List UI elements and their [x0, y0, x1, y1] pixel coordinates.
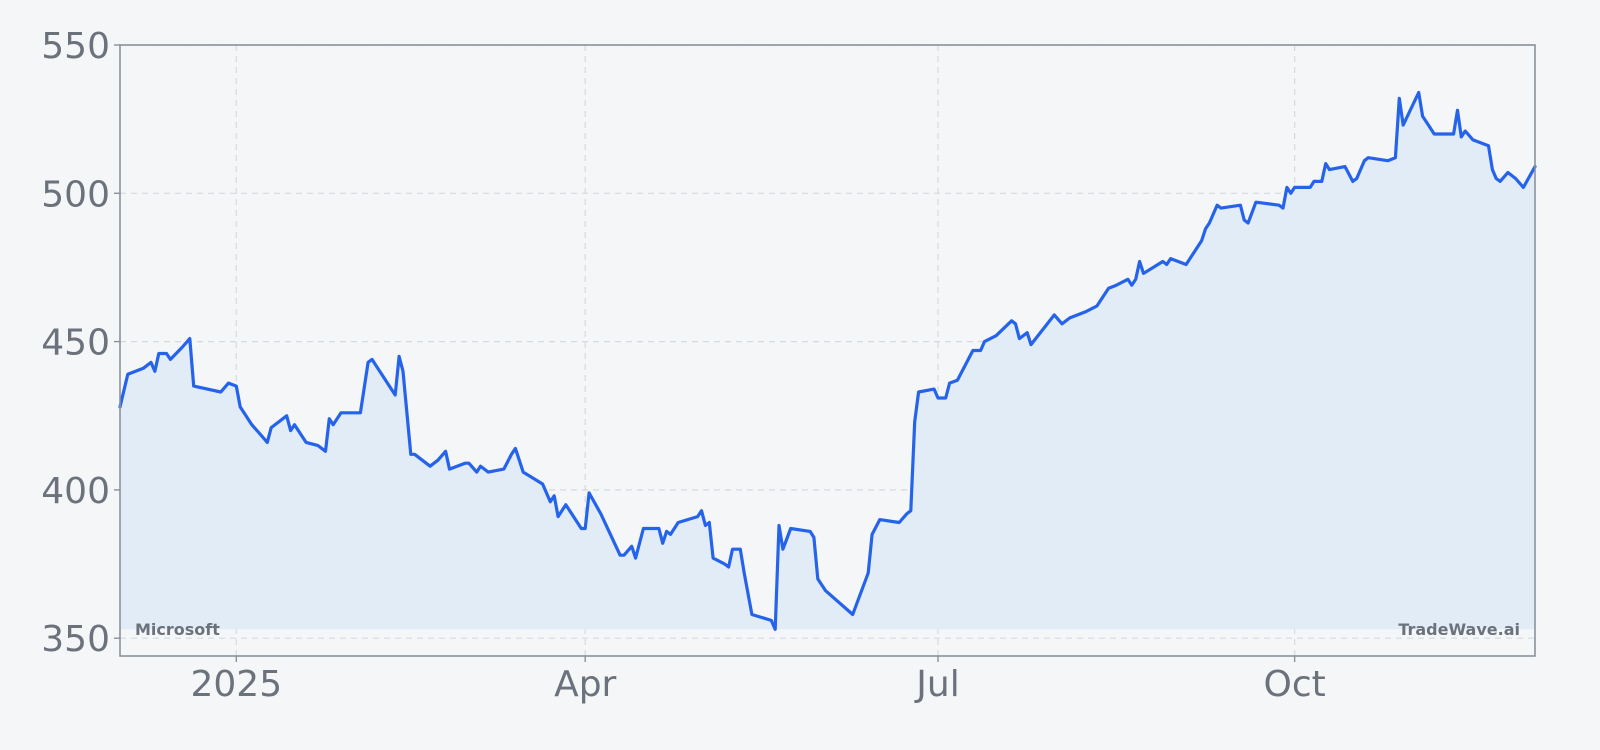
y-tick-label: 400 [41, 471, 110, 512]
x-tick-label: 2025 [190, 664, 282, 705]
x-tick-label: Jul [914, 664, 959, 705]
x-tick-label: Apr [554, 664, 616, 705]
y-tick-label: 550 [41, 26, 110, 67]
plot-frame [119, 44, 1536, 657]
y-tick-label: 350 [41, 619, 110, 660]
price-line [118, 90, 1537, 631]
y-tick-label: 450 [41, 323, 110, 364]
y-axis-ticks: 350 400 450 500 550 [41, 26, 120, 660]
x-axis-ticks: 2025 Apr Jul Oct [190, 656, 1326, 705]
price-area [120, 92, 1535, 630]
company-annotation: Microsoft [135, 620, 220, 639]
x-tick-label: Oct [1264, 664, 1326, 705]
y-tick-label: 500 [41, 174, 110, 215]
brand-annotation: TradeWave.ai [1398, 620, 1520, 639]
